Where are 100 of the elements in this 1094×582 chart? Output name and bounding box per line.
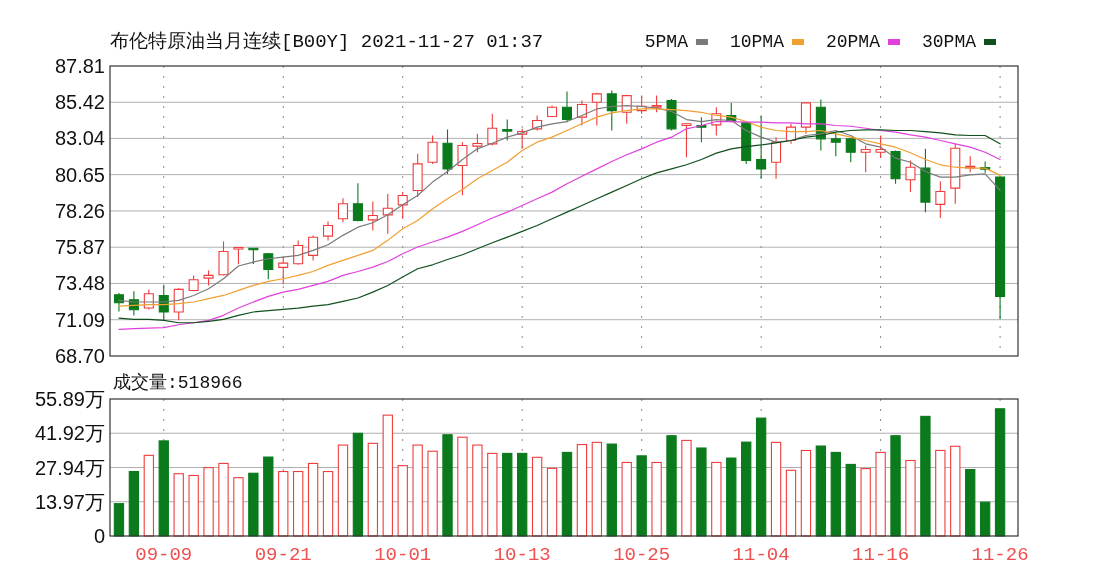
y-tick-label: 41.92万 [34,422,105,445]
candlestick [905,159,916,193]
candlestick [352,182,363,223]
candlestick [561,90,573,123]
y-tick-label: 55.89万 [34,388,105,410]
candlestick [875,134,886,159]
y-tick-label: 13.97万 [34,490,105,513]
candlestick [472,133,483,153]
bar [606,443,617,537]
candlestick [113,292,124,312]
candlestick [442,129,453,175]
bar [531,456,543,537]
bar [517,452,528,537]
bar [965,469,976,537]
bar [173,473,184,537]
bar [307,462,319,537]
bar [442,434,453,537]
bar [143,454,155,537]
bar [726,457,737,537]
bar [875,451,886,537]
bar [845,463,856,537]
bar [263,456,274,537]
y-tick-label: 0 [93,525,105,547]
candlestick [756,114,767,180]
bar [681,439,692,537]
candlestick [502,119,513,142]
candlestick [323,221,334,242]
candlestick [591,92,602,127]
candlestick [457,141,468,196]
y-tick-label: 27.94万 [34,456,105,479]
bar [741,441,752,537]
x-tick-label: 10-01 [374,544,432,566]
bar [352,432,364,537]
candlestick [830,131,841,157]
bar [158,440,169,537]
candlestick [741,120,752,165]
bar [397,465,408,537]
candlestick [576,100,587,127]
bar [830,451,841,537]
bar [621,461,632,537]
candlestick [547,105,558,118]
bar [815,445,827,537]
bar [487,452,498,537]
bar [367,442,379,537]
bar [800,449,812,537]
candlestick [263,252,274,280]
candlestick [681,122,692,158]
bar [337,444,349,537]
bar [860,468,871,537]
bar [128,470,140,537]
legend-label: 10PMA [729,32,785,52]
bar [591,441,603,537]
bar [218,462,229,537]
candlestick [427,134,438,165]
y-tick-label: 78.26 [54,199,105,222]
bar [711,461,722,537]
bar [502,452,513,537]
bar [322,470,334,537]
candlestick [233,246,244,265]
bar [203,467,214,537]
candlestick [203,269,214,286]
candlestick [412,153,423,198]
candlestick [935,180,946,219]
bar [636,455,647,537]
bar [905,459,916,537]
bar [979,501,991,537]
candlestick [188,274,199,292]
legend-label: 20PMA [825,32,881,52]
bar [472,444,483,537]
legend-label: 5PMA [644,32,689,52]
bar [561,451,573,537]
candlestick [800,101,811,135]
bar [113,503,125,537]
bar [890,435,901,537]
candlestick [248,247,259,265]
bar [770,441,782,537]
chart-title: 布伦特原油当月连续[B00Y] 2021-11-27 01:37 [110,31,544,53]
bar [666,435,677,537]
y-tick-label: 85.42 [54,91,105,114]
candlestick [337,197,348,223]
bar [696,447,707,537]
candlestick [950,143,961,205]
y-tick-label: 68.70 [54,345,105,367]
candlestick [890,149,901,185]
x-tick-label: 09-21 [254,544,312,566]
x-tick-label: 09-09 [135,544,193,566]
chart-title: 成交量:518966 [113,372,243,393]
y-tick-label: 75.87 [54,236,105,259]
candlestick [367,200,378,232]
candlestick [606,90,617,132]
bar [427,450,438,537]
candlestick [293,239,304,266]
x-tick-label: 11-04 [732,544,790,566]
candlestick [218,240,229,276]
y-tick-label: 71.09 [54,308,105,331]
candlestick [651,95,662,113]
x-tick-label: 10-13 [493,544,551,566]
bar [950,445,961,537]
y-tick-label: 73.48 [54,272,105,295]
bar [457,436,468,537]
